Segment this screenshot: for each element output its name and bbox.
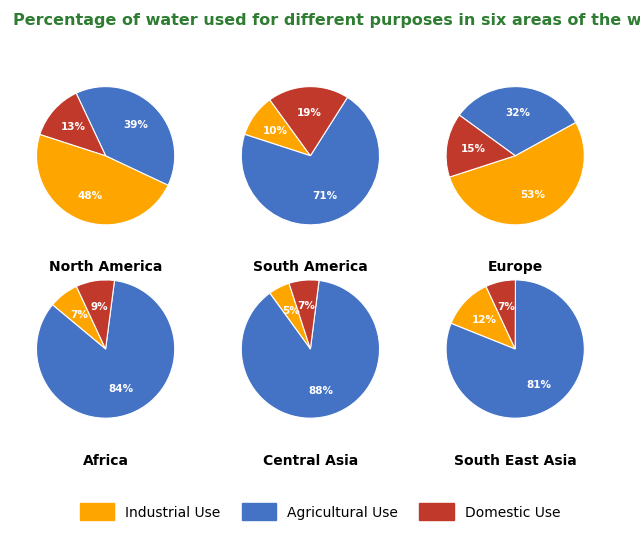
Text: 13%: 13% [61, 122, 86, 133]
Text: 39%: 39% [124, 120, 148, 130]
Text: 32%: 32% [506, 108, 531, 118]
Text: South East Asia: South East Asia [454, 454, 577, 468]
Wedge shape [270, 86, 348, 156]
Text: South America: South America [253, 260, 368, 274]
Wedge shape [244, 100, 310, 156]
Text: Europe: Europe [488, 260, 543, 274]
Text: Central Asia: Central Asia [263, 454, 358, 468]
Wedge shape [241, 280, 380, 418]
Text: 9%: 9% [90, 302, 108, 311]
Text: 71%: 71% [312, 191, 337, 201]
Wedge shape [446, 115, 515, 177]
Text: 84%: 84% [109, 384, 134, 394]
Text: 7%: 7% [70, 310, 88, 320]
Wedge shape [270, 284, 310, 349]
Wedge shape [36, 280, 175, 418]
Text: 88%: 88% [308, 386, 333, 396]
Text: 48%: 48% [77, 191, 102, 201]
Text: 81%: 81% [527, 380, 552, 389]
Text: 15%: 15% [460, 144, 485, 154]
Wedge shape [76, 280, 115, 349]
Text: 5%: 5% [282, 306, 300, 316]
Text: Percentage of water used for different purposes in six areas of the world.: Percentage of water used for different p… [13, 13, 640, 28]
Text: 12%: 12% [472, 315, 497, 324]
Text: Africa: Africa [83, 454, 129, 468]
Wedge shape [76, 86, 175, 185]
Wedge shape [40, 93, 106, 156]
Text: 53%: 53% [520, 190, 545, 200]
Wedge shape [486, 280, 515, 349]
Text: 19%: 19% [296, 108, 321, 118]
Text: 7%: 7% [298, 301, 316, 311]
Wedge shape [289, 280, 319, 349]
Wedge shape [446, 280, 584, 418]
Text: 7%: 7% [497, 302, 515, 312]
Legend: Industrial Use, Agricultural Use, Domestic Use: Industrial Use, Agricultural Use, Domest… [73, 497, 567, 527]
Text: 10%: 10% [263, 126, 288, 135]
Wedge shape [449, 122, 584, 225]
Text: North America: North America [49, 260, 163, 274]
Wedge shape [52, 286, 106, 349]
Wedge shape [241, 97, 380, 225]
Wedge shape [460, 86, 576, 156]
Wedge shape [36, 134, 168, 225]
Wedge shape [451, 286, 515, 349]
